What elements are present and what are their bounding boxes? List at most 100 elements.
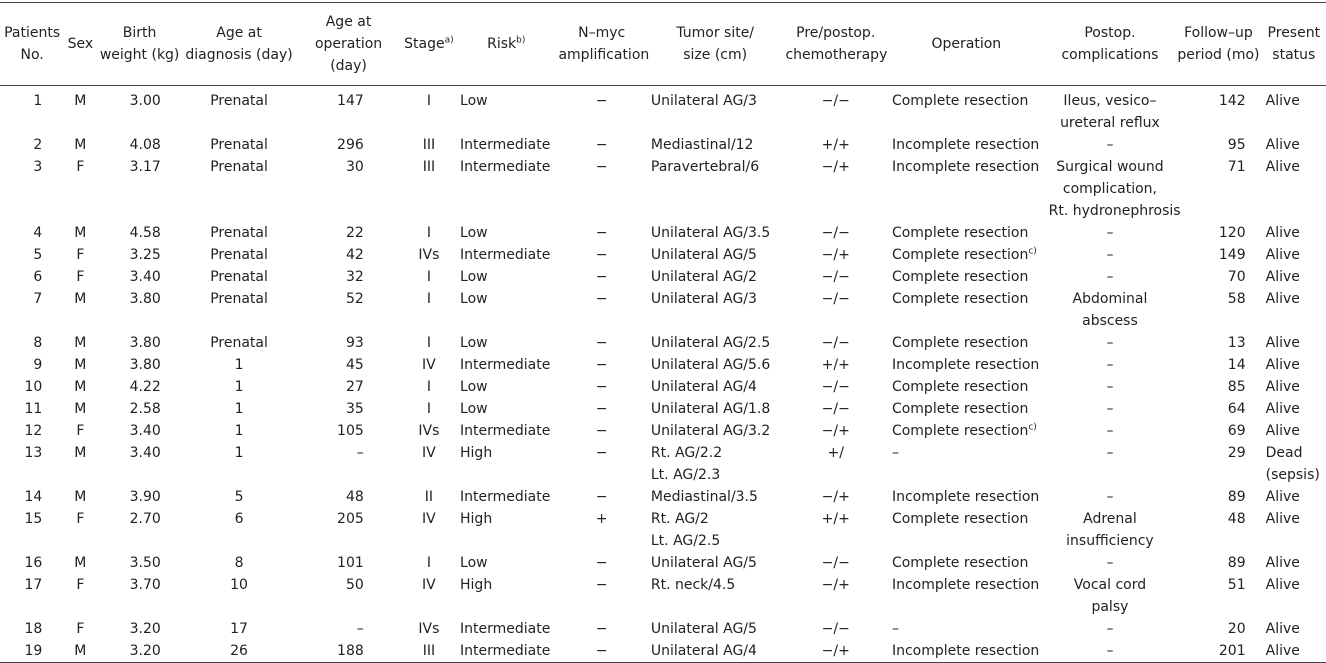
column-header: Pre/postop. chemotherapy <box>783 2 888 86</box>
table-cell: Unilateral AG/4 <box>647 376 784 398</box>
cell-text: 6 <box>234 511 244 527</box>
table-cell: − <box>556 618 646 640</box>
table-cell: Alive <box>1262 244 1326 266</box>
cell-text: −/+ <box>821 643 850 659</box>
cell-line: Operation <box>931 36 1002 52</box>
cell-text: Alive <box>1265 335 1300 351</box>
cell-text: Alive <box>1265 357 1300 373</box>
cell-text: Unilateral AG/5 <box>650 247 757 263</box>
cell-text: − <box>595 291 608 307</box>
table-cell: Prenatal <box>183 134 296 156</box>
cell-text: − <box>595 445 608 461</box>
table-cell: – <box>1045 552 1176 574</box>
column-header: Birth weight (kg) <box>96 2 183 86</box>
cell-text: – <box>1106 555 1114 571</box>
cell-line: Adrenal <box>1083 511 1137 527</box>
table-cell: Unilateral AG/3 <box>647 86 784 135</box>
table-cell: Incomplete resection <box>888 156 1045 222</box>
table-cell: 93 <box>295 332 401 354</box>
table-cell: – <box>1045 398 1176 420</box>
table-cell: +/+ <box>783 134 887 156</box>
cell-line: Sex <box>67 36 94 52</box>
cell-text: 5 <box>33 247 43 263</box>
cell-text: – <box>1106 445 1114 461</box>
cell-text: – <box>1106 621 1114 637</box>
cell-text: Complete resection <box>891 93 1029 109</box>
cell-text: −/+ <box>821 489 850 505</box>
table-cell: Low <box>456 86 556 135</box>
cell-text: Alive <box>1265 291 1300 307</box>
cell-text: Complete resection <box>891 269 1029 285</box>
cell-text: − <box>595 643 608 659</box>
table-cell: 3.90 <box>96 486 182 508</box>
table-cell: Alive <box>1262 618 1326 640</box>
table-cell: 11 <box>0 398 64 420</box>
table-cell: IV <box>402 354 456 376</box>
table-cell: 4.58 <box>96 222 182 244</box>
cell-text: 11 <box>24 401 43 417</box>
cell-line: size (cm) <box>683 47 748 63</box>
cell-text: Incomplete resection <box>891 489 1040 505</box>
cell-text: Alive <box>1265 423 1300 439</box>
cell-line: ureteral reflux <box>1060 115 1160 131</box>
table-cell: 1 <box>183 398 296 420</box>
table-cell: Paravertebral/6 <box>647 156 784 222</box>
table-row: 4 M 4.58 Prenatal 22 I Low − Unilateral AG/3.5 −/… <box>0 222 1326 244</box>
table-cell: M <box>64 442 96 486</box>
cell-text: − <box>595 621 608 637</box>
cell-text: −/+ <box>821 423 850 439</box>
cell-text: Complete resection <box>891 511 1029 527</box>
cell-text: 19 <box>24 643 43 659</box>
table-cell: F <box>64 618 96 640</box>
cell-text: M <box>74 401 87 417</box>
cell-text: 3.80 <box>129 291 161 307</box>
cell-text: F <box>76 621 85 637</box>
table-cell: Rt. AG/2.2 Lt. AG/2.3 <box>647 442 784 486</box>
table-cell: Alive <box>1262 354 1326 376</box>
table-cell: I <box>402 288 456 332</box>
cell-text: Prenatal <box>210 137 268 153</box>
table-cell: 48 <box>295 486 401 508</box>
table-row: 5 F 3.25 Prenatal 42 IVs Intermediate − Unilater… <box>0 244 1326 266</box>
table-cell: Complete resection <box>888 552 1045 574</box>
table-cell: Alive <box>1262 508 1326 552</box>
cell-text: – <box>1106 379 1114 395</box>
cell-text: 69 <box>1227 423 1246 439</box>
cell-text: +/+ <box>821 357 850 373</box>
table-cell: Incomplete resection <box>887 640 1045 663</box>
cell-text: I <box>426 379 431 395</box>
cell-text: 18 <box>24 621 43 637</box>
table-cell: − <box>556 486 646 508</box>
table-cell: 1 <box>183 376 296 398</box>
table-cell: 5 <box>0 244 64 266</box>
table-cell: I <box>402 222 456 244</box>
cell-text: Prenatal <box>210 247 268 263</box>
cell-text: M <box>74 225 87 241</box>
cell-text: Complete resection <box>891 379 1029 395</box>
cell-text: Rt. neck/4.5 <box>650 577 736 593</box>
cell-text: Alive <box>1265 401 1300 417</box>
column-header: Sex <box>64 2 97 86</box>
cell-text: Alive <box>1265 555 1300 571</box>
table-row: 18 F 3.20 17 – IVs Intermediate − Unilateral AG/… <box>0 618 1326 640</box>
cell-text: Incomplete resection <box>891 357 1040 373</box>
column-header: Present status <box>1261 2 1326 86</box>
cell-text: I <box>426 225 431 241</box>
table-cell: Prenatal <box>183 244 296 266</box>
table-cell: Unilateral AG/4 <box>646 640 784 663</box>
table-cell: Alive <box>1262 86 1326 135</box>
cell-text: −/− <box>821 93 850 109</box>
table-cell: Low <box>456 398 556 420</box>
table-cell: Alive <box>1262 552 1326 574</box>
cell-text: − <box>595 577 608 593</box>
table-cell: 64 <box>1175 398 1261 420</box>
column-header: Follow–up period (mo) <box>1175 2 1262 86</box>
table-cell: 149 <box>1175 244 1261 266</box>
cell-text: M <box>74 137 87 153</box>
table-cell: – <box>1045 442 1176 486</box>
table-cell: Unilateral AG/5 <box>647 618 784 640</box>
cell-text: – <box>891 445 899 461</box>
cell-text: F <box>76 159 85 175</box>
cell-text: 3.70 <box>129 577 161 593</box>
table-cell: −/− <box>783 376 887 398</box>
